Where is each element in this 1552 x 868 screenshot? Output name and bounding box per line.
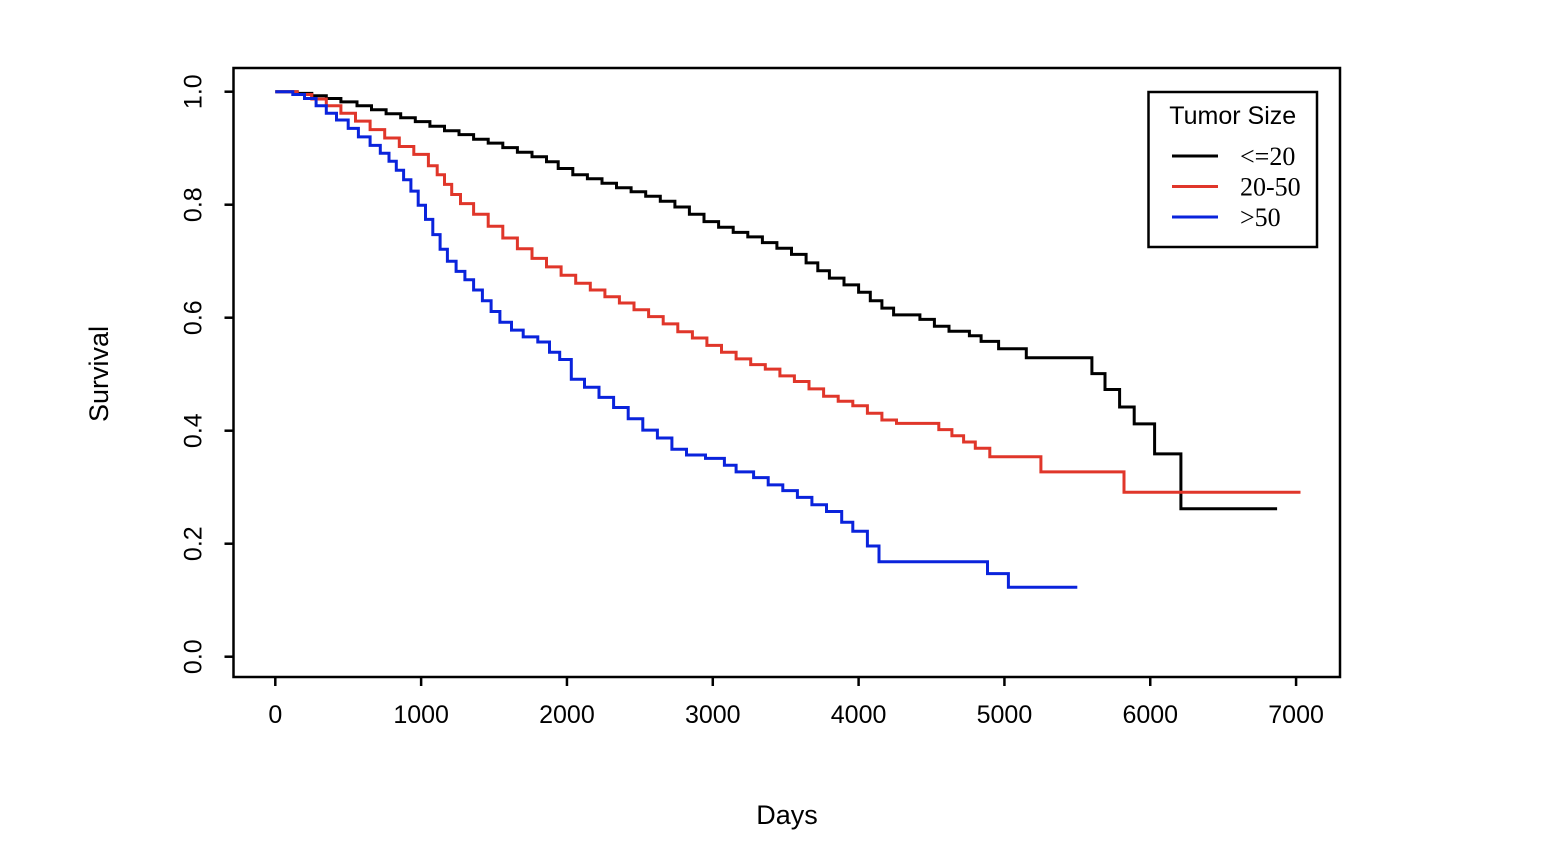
legend-frame	[1147, 90, 1319, 249]
curve-20-50	[275, 90, 1301, 494]
y-tick-label: 1.0	[180, 74, 208, 109]
x-tick-label: 2000	[539, 701, 595, 729]
x-tick-label: 3000	[685, 701, 741, 729]
y-tick-label: 0.6	[180, 300, 208, 335]
y-tick-label: 0.8	[180, 187, 208, 222]
x-axis-title: Days	[756, 800, 818, 830]
x-tick-label: 1000	[393, 701, 449, 729]
legend-label->50: >50	[1240, 203, 1281, 232]
y-axis: 0.0 0.2 0.4 0.6 0.8 1.0	[180, 74, 234, 674]
y-axis-title: Survival	[84, 326, 114, 422]
curve-<=20	[275, 90, 1278, 511]
y-tick-label: 0.2	[180, 526, 208, 561]
survival-curves	[275, 90, 1301, 589]
y-tick-label: 0.4	[180, 413, 208, 448]
legend-label-<=20: <=20	[1240, 142, 1295, 171]
x-tick-label: 5000	[977, 701, 1033, 729]
x-tick-label: 0	[268, 701, 282, 729]
plot-frame-rect	[232, 66, 1342, 679]
legend-label-20-50: 20-50	[1240, 173, 1301, 202]
plot-frame	[232, 66, 1342, 679]
x-tick-label: 7000	[1268, 701, 1324, 729]
x-tick-label: 6000	[1122, 701, 1178, 729]
curve->50	[275, 90, 1078, 589]
legend-title: Tumor Size	[1169, 102, 1296, 130]
x-axis: 0 1000 2000 3000 4000 5000 6000 7000	[268, 677, 1324, 729]
y-tick-label: 0.0	[180, 639, 208, 674]
x-tick-label: 4000	[831, 701, 887, 729]
